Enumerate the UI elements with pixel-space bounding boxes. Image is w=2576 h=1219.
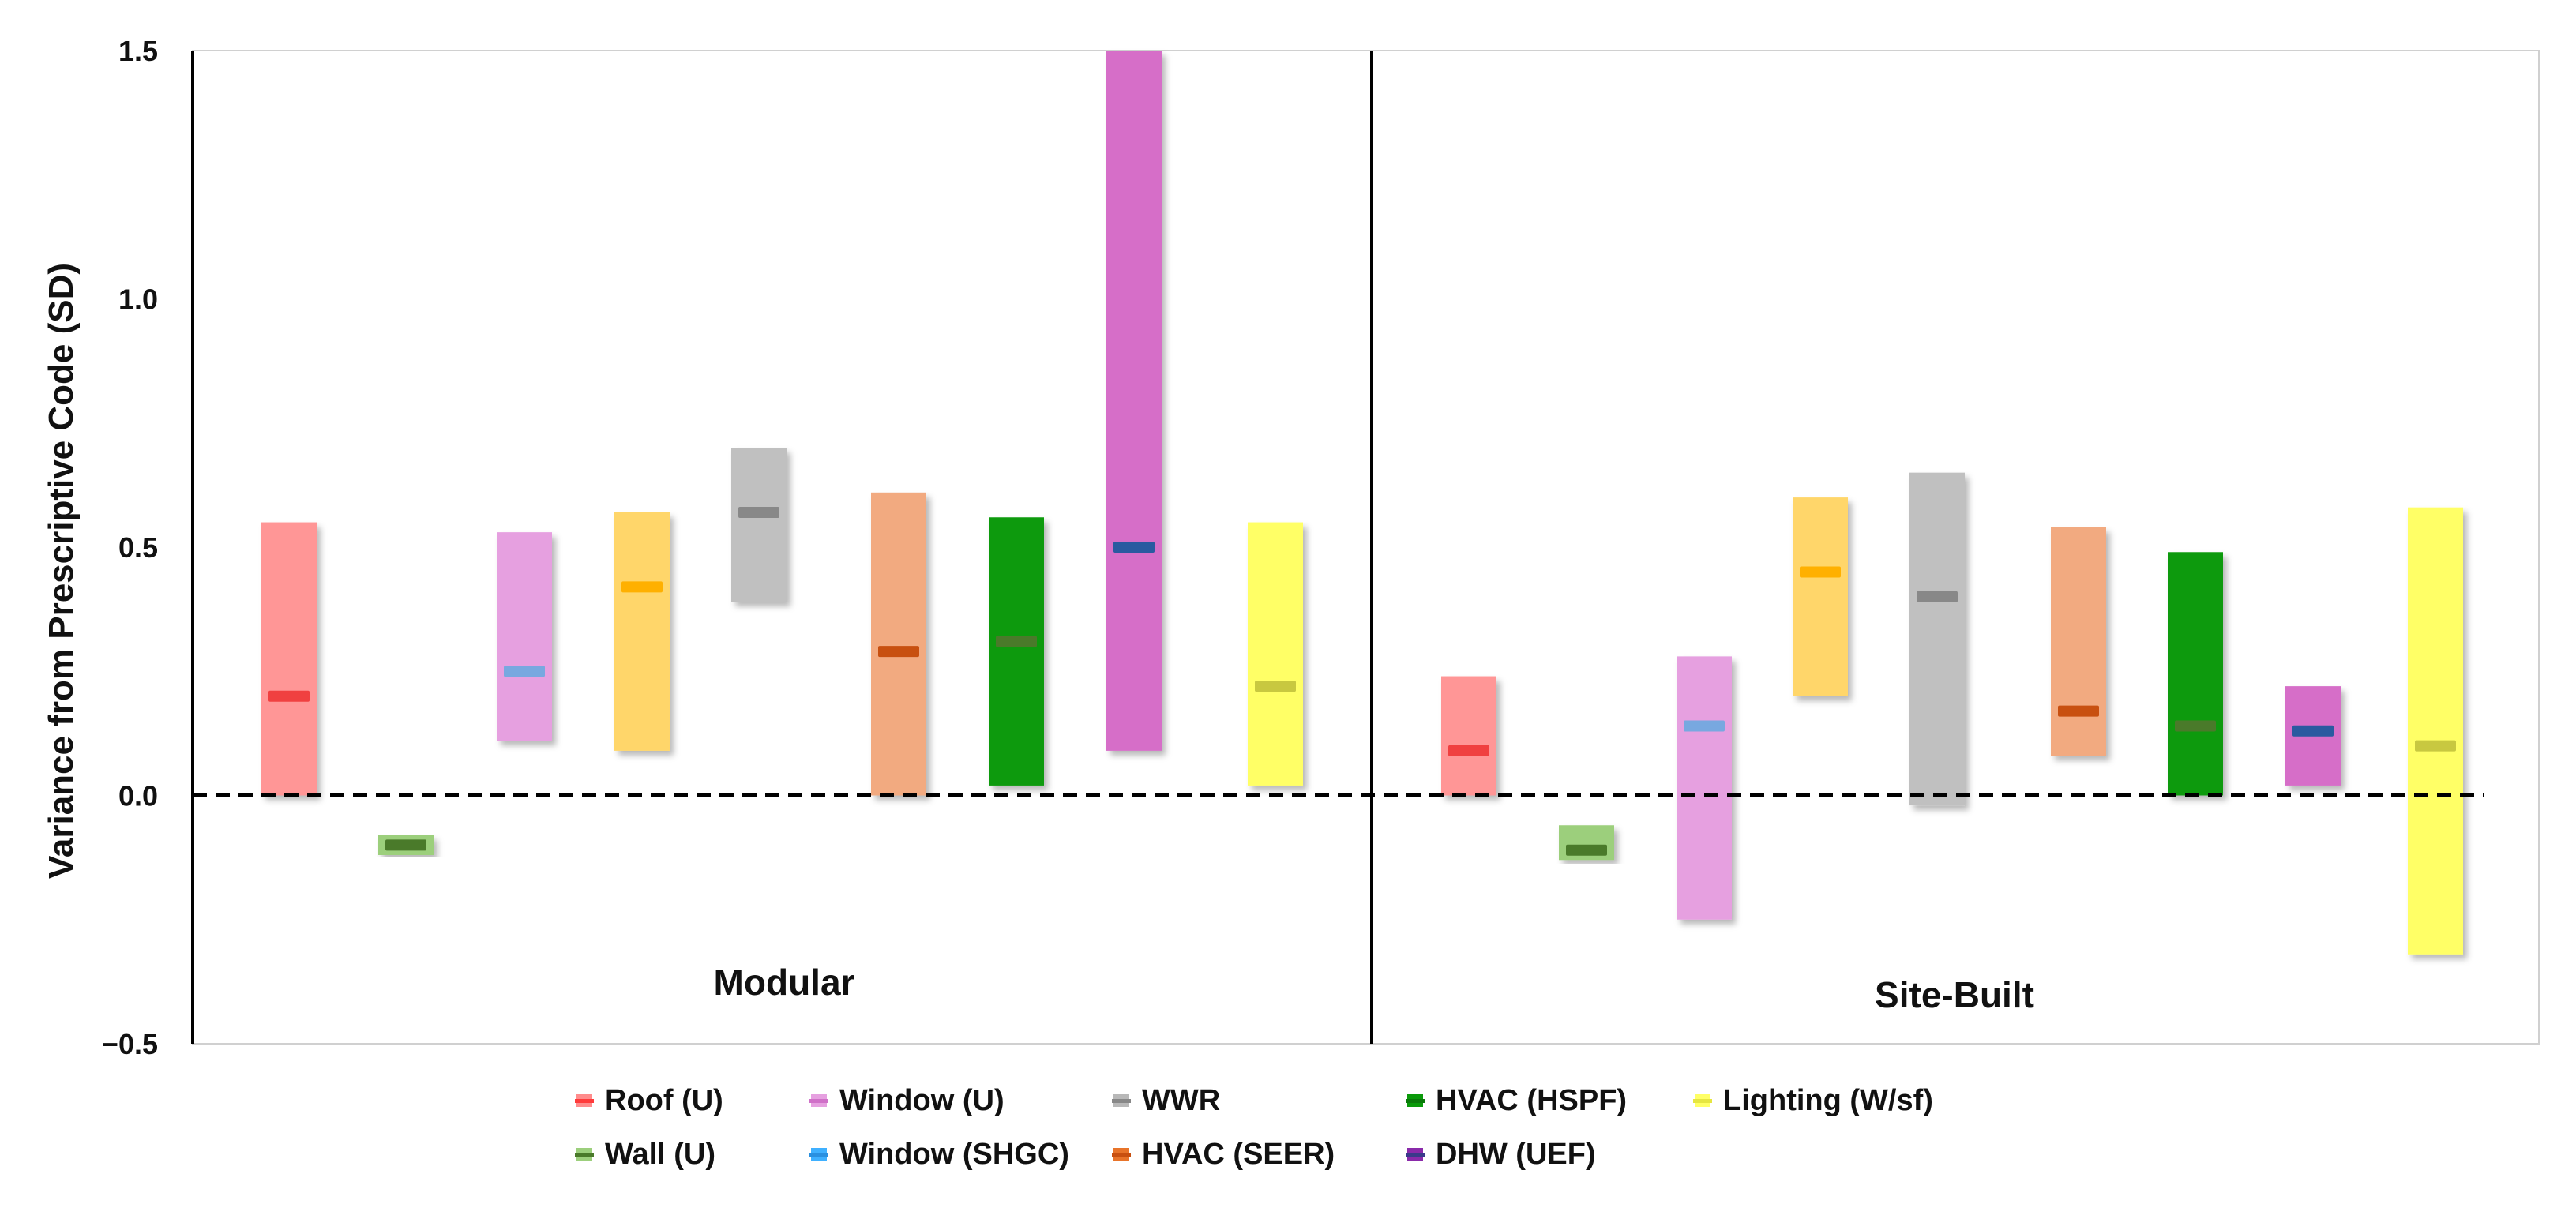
legend-marker-hvac-hspf	[1406, 1099, 1425, 1103]
bar-modular-window-u	[497, 532, 552, 741]
bar-modular-dhw-uef	[1106, 51, 1162, 751]
bar-site-built-wwr	[1909, 472, 1965, 806]
legend-marker-window-shgc	[809, 1153, 828, 1157]
legend-label-hvac-seer: HVAC (SEER)	[1142, 1138, 1335, 1171]
median-site-built-hvac-seer	[2058, 705, 2099, 717]
y-tick-label: 1.0	[118, 283, 158, 316]
median-modular-wwr	[738, 506, 779, 518]
legend-marker-lighting-w-sf	[1693, 1099, 1712, 1103]
legend-label-window-shgc: Window (SHGC)	[839, 1138, 1069, 1171]
bar-modular-hvac-hspf	[989, 517, 1044, 786]
median-site-built-roof-u	[1448, 745, 1489, 756]
legend-label-wall-u: Wall (U)	[605, 1138, 715, 1171]
legend-marker-wall-u	[575, 1153, 594, 1157]
median-modular-roof-u	[268, 690, 310, 702]
legend: Roof (U) Window (U) WWR HVAC (HSPF) Lighting…	[575, 1084, 1933, 1171]
legend-marker-wwr	[1112, 1099, 1131, 1103]
median-site-built-dhw-uef	[2292, 725, 2334, 737]
y-tick-label: 0.5	[118, 531, 158, 564]
legend-marker-window-u	[809, 1099, 828, 1103]
bar-site-built-roof-u	[1441, 676, 1496, 796]
bar-site-built-hvac-hspf	[2168, 552, 2223, 796]
median-site-built-wwr	[1917, 591, 1958, 602]
panel-label-modular: Modular	[714, 962, 855, 1003]
bar-modular-window-shgc	[614, 512, 670, 751]
median-modular-window-shgc	[621, 581, 663, 593]
bar-site-built-window-u	[1677, 656, 1732, 920]
legend-marker-dhw-uef	[1406, 1153, 1425, 1157]
median-site-built-lighting-w-sf	[2415, 740, 2456, 752]
y-tick-label: 1.5	[118, 35, 158, 67]
median-modular-hvac-seer	[878, 646, 919, 658]
legend-marker-hvac-seer	[1112, 1153, 1131, 1157]
bars-layer	[261, 51, 2463, 955]
y-tick-label: 0.0	[118, 780, 158, 812]
bar-site-built-hvac-seer	[2051, 527, 2106, 756]
legend-label-hvac-hspf: HVAC (HSPF)	[1436, 1084, 1627, 1117]
legend-label-window-u: Window (U)	[839, 1084, 1004, 1117]
panel-label-site-built: Site-Built	[1875, 974, 2034, 1015]
median-modular-window-u	[504, 666, 545, 677]
bar-modular-lighting-w-sf	[1248, 522, 1303, 786]
bar-modular-roof-u	[261, 522, 317, 796]
y-axis-label: Variance from Prescriptive Code (SD)	[42, 263, 81, 879]
median-site-built-wall-u	[1566, 844, 1607, 856]
median-modular-wall-u	[385, 839, 426, 851]
legend-label-roof-u: Roof (U)	[605, 1084, 723, 1117]
bar-site-built-lighting-w-sf	[2408, 507, 2463, 955]
bar-modular-hvac-seer	[871, 492, 926, 796]
median-site-built-window-u	[1684, 720, 1725, 732]
median-modular-hvac-hspf	[996, 636, 1037, 647]
legend-marker-roof-u	[575, 1099, 594, 1103]
median-site-built-window-shgc	[1800, 566, 1841, 578]
bar-modular-wwr	[731, 448, 787, 602]
legend-label-lighting-w-sf: Lighting (W/sf)	[1723, 1084, 1933, 1117]
legend-label-wwr: WWR	[1142, 1084, 1220, 1117]
y-tick-label: −0.5	[102, 1028, 158, 1060]
bar-site-built-window-shgc	[1793, 497, 1848, 696]
axes-layer: 1.5 1.0 0.5 0.0 −0.5 Variance from Prescripti…	[42, 35, 2484, 1060]
median-site-built-hvac-hspf	[2175, 720, 2216, 732]
median-modular-lighting-w-sf	[1255, 681, 1296, 692]
legend-label-dhw-uef: DHW (UEF)	[1436, 1138, 1596, 1171]
median-modular-dhw-uef	[1113, 542, 1155, 553]
